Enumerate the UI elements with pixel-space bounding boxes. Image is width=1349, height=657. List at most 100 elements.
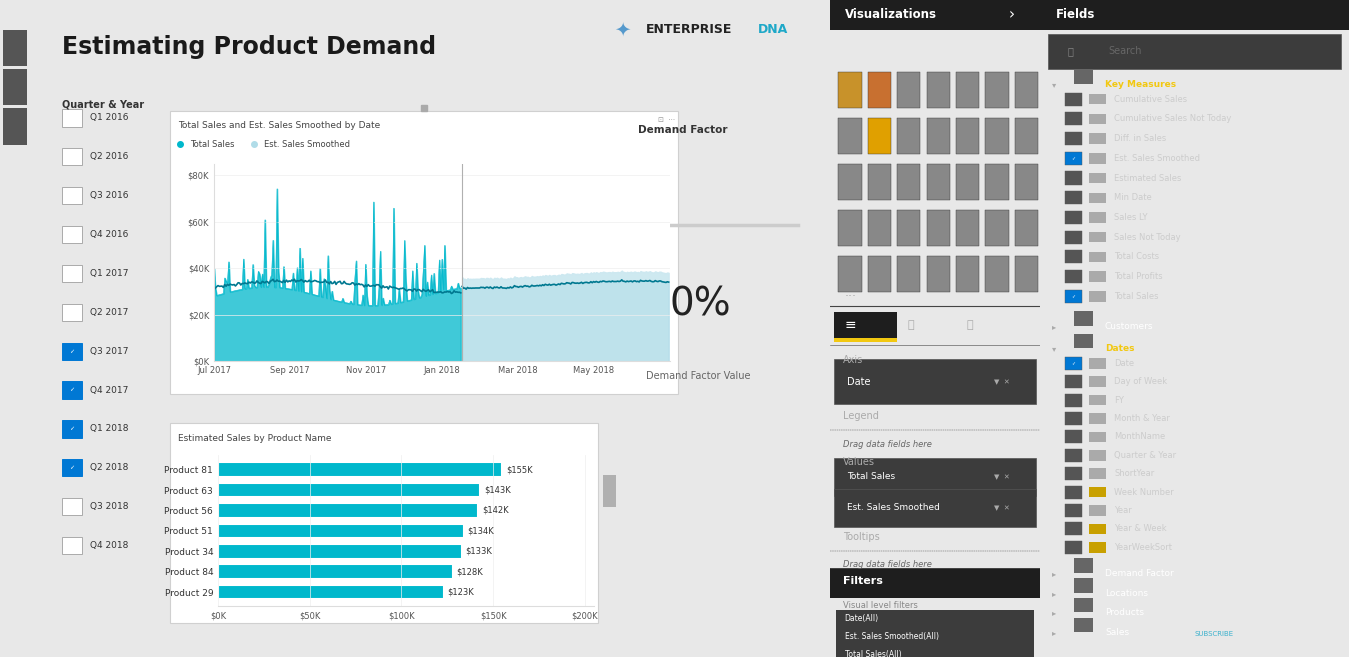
- Bar: [1064, 270, 1082, 283]
- Bar: [1074, 70, 1093, 84]
- Text: Legend: Legend: [843, 411, 878, 420]
- Text: Quarter & Year: Quarter & Year: [1114, 451, 1176, 460]
- Bar: [867, 210, 890, 246]
- Bar: [1064, 486, 1082, 499]
- Bar: [927, 210, 950, 246]
- Bar: [830, 568, 1040, 598]
- Bar: [1064, 152, 1082, 165]
- Text: ▸: ▸: [1052, 589, 1056, 598]
- Text: ShortYear: ShortYear: [1114, 469, 1155, 478]
- Bar: [985, 72, 1009, 108]
- Text: Estimated Sales: Estimated Sales: [1114, 173, 1182, 183]
- Text: ▼  ✕: ▼ ✕: [994, 378, 1009, 385]
- Bar: [927, 164, 950, 200]
- Text: Sales Not Today: Sales Not Today: [1114, 233, 1180, 242]
- Bar: [1090, 395, 1106, 405]
- Text: Year & Week: Year & Week: [1114, 524, 1167, 533]
- Bar: [834, 312, 897, 342]
- Bar: [897, 256, 920, 292]
- Text: $133K: $133K: [465, 547, 492, 556]
- Bar: [838, 256, 862, 292]
- Text: Products: Products: [1105, 608, 1144, 618]
- Bar: [1064, 112, 1082, 125]
- Text: ...: ...: [844, 286, 857, 299]
- Bar: [956, 164, 979, 200]
- Text: ✓: ✓: [69, 388, 74, 393]
- Text: ✓: ✓: [1071, 293, 1075, 298]
- Bar: [1064, 290, 1082, 303]
- Text: $134K: $134K: [468, 526, 494, 535]
- Bar: [1090, 542, 1106, 553]
- Bar: [1064, 357, 1082, 370]
- Text: Q1 2018: Q1 2018: [90, 424, 128, 434]
- Text: ✦: ✦: [614, 20, 630, 39]
- Bar: [956, 118, 979, 154]
- Bar: [927, 72, 950, 108]
- Text: ≡: ≡: [844, 318, 857, 332]
- Bar: [1064, 171, 1082, 185]
- Bar: [1090, 413, 1106, 424]
- Bar: [1064, 412, 1082, 425]
- Text: Est. Sales Smoothed: Est. Sales Smoothed: [1114, 154, 1201, 163]
- Bar: [985, 256, 1009, 292]
- Bar: [3, 30, 27, 66]
- Bar: [927, 118, 950, 154]
- Bar: [62, 343, 82, 360]
- FancyBboxPatch shape: [835, 627, 1035, 646]
- Text: Min Date: Min Date: [1114, 193, 1152, 202]
- Bar: [1064, 504, 1082, 517]
- Text: Key Measures: Key Measures: [1105, 80, 1176, 89]
- Bar: [219, 544, 461, 558]
- Text: Sales: Sales: [1105, 628, 1129, 637]
- Text: ▸: ▸: [1052, 322, 1056, 331]
- Bar: [62, 226, 82, 243]
- Text: Locations: Locations: [1105, 589, 1148, 598]
- Bar: [1074, 578, 1093, 593]
- Text: ENTERPRISE: ENTERPRISE: [646, 24, 733, 36]
- Text: Date: Date: [847, 376, 870, 387]
- Bar: [1090, 232, 1106, 242]
- Bar: [62, 420, 82, 438]
- Bar: [219, 483, 480, 497]
- Text: Total Costs: Total Costs: [1114, 252, 1159, 261]
- Bar: [897, 118, 920, 154]
- Bar: [219, 524, 464, 538]
- Text: Q2 2017: Q2 2017: [90, 308, 128, 317]
- Bar: [1064, 231, 1082, 244]
- Bar: [834, 338, 897, 342]
- FancyBboxPatch shape: [834, 489, 1036, 527]
- Text: ▸: ▸: [1052, 569, 1056, 578]
- Bar: [897, 72, 920, 108]
- Text: Visualizations: Visualizations: [844, 8, 936, 21]
- FancyBboxPatch shape: [1048, 34, 1341, 69]
- Bar: [897, 164, 920, 200]
- Text: Visual level filters: Visual level filters: [843, 601, 917, 610]
- Bar: [985, 210, 1009, 246]
- Bar: [603, 474, 616, 507]
- Text: ✓: ✓: [69, 349, 74, 353]
- Text: ›: ›: [1009, 7, 1014, 22]
- Bar: [3, 69, 27, 105]
- Bar: [1064, 467, 1082, 480]
- Bar: [956, 72, 979, 108]
- Text: Date: Date: [1114, 359, 1135, 368]
- Text: $123K: $123K: [448, 587, 473, 597]
- Text: Demand Factor: Demand Factor: [1105, 569, 1174, 578]
- Bar: [1090, 193, 1106, 203]
- Text: ✓: ✓: [69, 465, 74, 470]
- Bar: [867, 118, 890, 154]
- Text: Total Sales and Est. Sales Smoothed by Date: Total Sales and Est. Sales Smoothed by D…: [178, 122, 380, 131]
- Bar: [1064, 93, 1082, 106]
- Bar: [1090, 133, 1106, 144]
- Text: SUBSCRIBE: SUBSCRIBE: [1194, 631, 1233, 637]
- Bar: [1014, 118, 1037, 154]
- Text: Q2 2016: Q2 2016: [90, 152, 128, 162]
- Bar: [62, 304, 82, 321]
- Text: $143K: $143K: [484, 486, 511, 495]
- Bar: [1090, 358, 1106, 369]
- Bar: [1090, 252, 1106, 262]
- Bar: [867, 72, 890, 108]
- Text: Fields: Fields: [1055, 8, 1095, 21]
- Bar: [838, 164, 862, 200]
- Bar: [1040, 0, 1349, 30]
